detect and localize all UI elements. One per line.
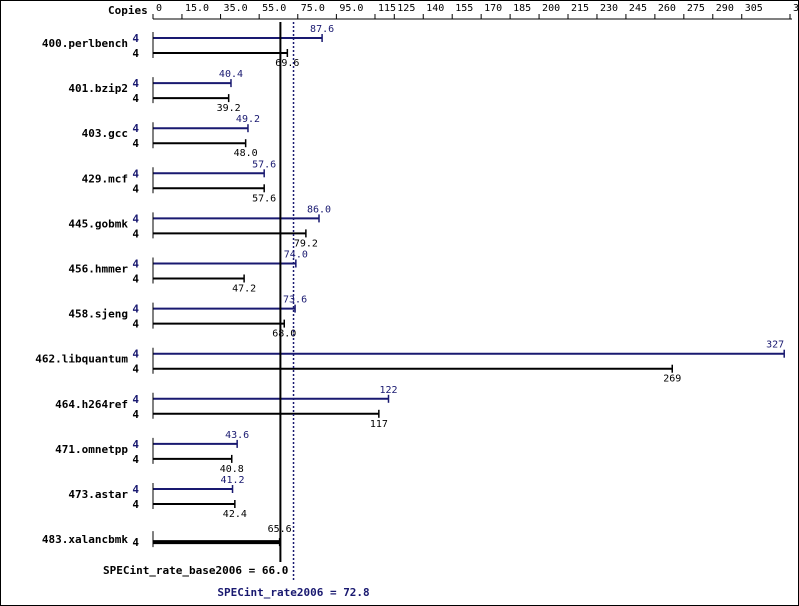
x-tick-label: 330	[793, 3, 799, 14]
benchmark-label: 471.omnetpp	[55, 443, 128, 456]
benchmark-label: 473.astar	[68, 488, 128, 501]
peak-value-label: 86.0	[307, 204, 331, 215]
peak-value-label: 87.6	[310, 24, 334, 35]
peak-value-label: 57.6	[252, 159, 276, 170]
benchmark-row: 445.gobmk 4 86.0 4 79.2	[68, 204, 331, 249]
x-tick-label: 170	[484, 3, 502, 14]
x-tick-label: 230	[600, 3, 618, 14]
benchmark-row: 456.hmmer 4 74.0 4 47.2	[68, 250, 307, 295]
base-copies: 4	[132, 453, 139, 466]
base-copies: 4	[132, 227, 139, 240]
peak-value-label: 327	[766, 340, 784, 351]
peak-value-label: 40.4	[219, 69, 243, 80]
benchmark-row: 401.bzip2 4 40.4 4 39.2	[68, 69, 243, 114]
peak-copies: 4	[132, 393, 139, 406]
base-copies: 4	[132, 408, 139, 421]
x-tick-label: 200	[542, 3, 560, 14]
peak-copies: 4	[132, 122, 139, 135]
base-copies: 4	[132, 536, 139, 549]
peak-value-label: 74.0	[284, 250, 308, 261]
benchmark-row: 473.astar 4 41.2 4 42.4	[68, 475, 247, 520]
base-copies: 4	[132, 498, 139, 511]
x-tick-label: 125	[397, 3, 415, 14]
x-tick-label: 0	[156, 3, 162, 14]
base-value-label: 47.2	[232, 284, 256, 295]
benchmark-label: 401.bzip2	[68, 82, 128, 95]
x-tick-label: 155	[455, 3, 473, 14]
x-tick-label: 15.0	[185, 3, 209, 14]
x-tick-label: 75.0	[301, 3, 325, 14]
benchmark-label: 483.xalancbmk	[42, 533, 128, 546]
benchmark-label: 464.h264ref	[55, 398, 128, 411]
benchmark-label: 456.hmmer	[68, 263, 128, 276]
benchmark-label: 445.gobmk	[68, 217, 128, 230]
x-axis-ticks: 0 15.0 35.0 55.0 75.0 95.0 115 125 140 155 170 185 2…	[152, 3, 799, 19]
peak-copies: 4	[132, 77, 139, 90]
base-value-label: 40.8	[220, 464, 244, 475]
peak-value-label: 73.6	[283, 295, 307, 306]
base-copies: 4	[132, 318, 139, 331]
x-tick-label: 35.0	[224, 3, 248, 14]
x-tick-label: 55.0	[262, 3, 286, 14]
benchmark-row: 471.omnetpp 4 43.6 4 40.8	[55, 430, 249, 475]
benchmark-label: 458.sjeng	[68, 308, 128, 321]
x-tick-label: 185	[513, 3, 531, 14]
axis-title: Copies	[108, 4, 148, 17]
benchmark-rows: 400.perlbench 4 87.6 4 69.6 401.bzip2 4 40.4 4 39…	[35, 24, 785, 549]
base-copies: 4	[132, 92, 139, 105]
peak-copies: 4	[132, 438, 139, 451]
x-tick-label: 275	[687, 3, 705, 14]
peak-copies: 4	[132, 167, 139, 180]
benchmark-row: 458.sjeng 4 73.6 4 68.0	[68, 295, 307, 340]
peak-value-label: 41.2	[220, 475, 244, 486]
benchmark-label: 403.gcc	[82, 127, 128, 140]
x-tick-label: 290	[716, 3, 734, 14]
peak-copies: 4	[132, 32, 139, 45]
x-tick-label: 305	[745, 3, 763, 14]
benchmark-label: 400.perlbench	[42, 37, 128, 50]
benchmark-row: 403.gcc 4 49.2 4 48.0	[82, 114, 260, 159]
peak-value-label: 122	[379, 385, 397, 396]
benchmark-label: 462.libquantum	[35, 353, 128, 366]
peak-copies: 4	[132, 348, 139, 361]
peak-copies: 4	[132, 483, 139, 496]
base-value-label: 48.0	[234, 148, 258, 159]
x-tick-label: 245	[629, 3, 647, 14]
benchmark-row: 462.libquantum 4 327 4 269	[35, 340, 785, 385]
x-tick-label: 140	[426, 3, 444, 14]
peak-value-label: 43.6	[225, 430, 249, 441]
x-tick-label: 95.0	[339, 3, 363, 14]
reference-lines: SPECint_rate_base2006 = 66.0 SPECint_rate…	[103, 22, 370, 599]
base-value-label: 269	[663, 374, 681, 385]
base-copies: 4	[132, 273, 139, 286]
base-value-label: 57.6	[252, 193, 276, 204]
base-value-label: 68.0	[272, 329, 296, 340]
base-copies: 4	[132, 363, 139, 376]
peak-value-label: 49.2	[236, 114, 260, 125]
base-copies: 4	[132, 182, 139, 195]
peak-summary-label: SPECint_rate2006 = 72.8	[217, 586, 369, 599]
base-value-label: 39.2	[217, 103, 241, 114]
x-tick-label: 260	[658, 3, 676, 14]
base-copies: 4	[132, 47, 139, 60]
peak-copies: 4	[132, 303, 139, 316]
base-copies: 4	[132, 137, 139, 150]
benchmark-label: 429.mcf	[82, 172, 128, 185]
base-value-label: 42.4	[223, 509, 247, 520]
base-value-label: 79.2	[294, 238, 318, 249]
x-tick-label: 115	[378, 3, 396, 14]
benchmark-row: 429.mcf 4 57.6 4 57.6	[82, 159, 277, 204]
base-summary-label: SPECint_rate_base2006 = 66.0	[103, 564, 288, 577]
benchmark-row: 464.h264ref 4 122 4 117	[55, 385, 397, 430]
base-value-label: 117	[370, 419, 388, 430]
base-value-label: 69.6	[275, 58, 299, 69]
x-tick-label: 215	[571, 3, 589, 14]
benchmark-row: 400.perlbench 4 87.6 4 69.6	[42, 24, 334, 69]
peak-copies: 4	[132, 212, 139, 225]
peak-copies: 4	[132, 258, 139, 271]
